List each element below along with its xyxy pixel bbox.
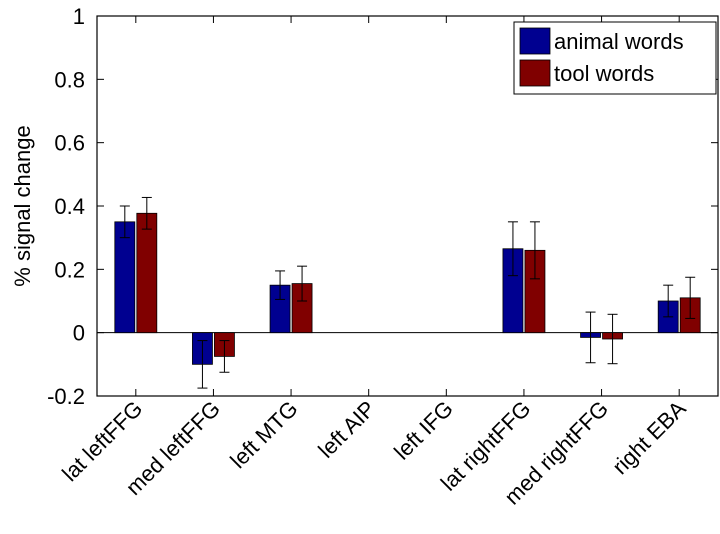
bars <box>114 196 701 389</box>
x-tick-label: left MTG <box>225 396 302 473</box>
x-tick-label: right EBA <box>607 396 691 480</box>
y-tick-label: 0.2 <box>54 257 85 282</box>
x-tick-label: left AIP <box>313 396 380 463</box>
legend: animal words tool words <box>513 21 717 95</box>
y-tick-label: 0.6 <box>54 131 85 156</box>
y-axis: -0.2 0 0.2 0.4 0.6 0.8 1 <box>47 4 718 409</box>
bar-animal <box>114 221 136 334</box>
legend-swatch <box>519 27 551 55</box>
y-tick-label: 1 <box>73 4 85 29</box>
x-tick-label: left IFG <box>389 396 458 465</box>
legend-swatch <box>519 59 551 87</box>
legend-label: animal words <box>554 29 684 54</box>
bar-tool <box>136 212 158 334</box>
y-tick-label: 0.4 <box>54 194 85 219</box>
y-tick-label: 0 <box>73 321 85 346</box>
legend-label: tool words <box>554 61 654 86</box>
y-axis-label: % signal change <box>10 125 35 286</box>
y-tick-label: 0.8 <box>54 67 85 92</box>
y-tick-label: -0.2 <box>47 384 85 409</box>
